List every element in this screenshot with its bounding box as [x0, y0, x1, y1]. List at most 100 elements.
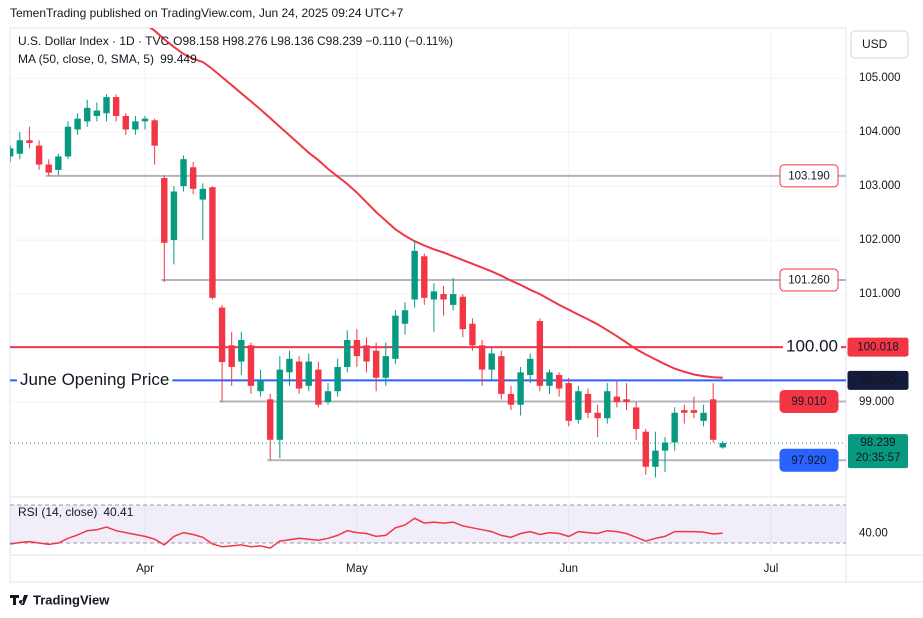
y-tick-label: 103.000: [859, 180, 901, 192]
candle-body: [469, 323, 476, 346]
candle-body: [103, 97, 110, 114]
x-tick-label: Jun: [559, 563, 578, 575]
candle-body: [64, 126, 72, 157]
candle-body: [536, 321, 544, 386]
candle-body: [546, 372, 553, 386]
rsi-tick-label: 40.00: [859, 528, 888, 540]
legend-text: O: [173, 34, 182, 48]
candle-body: [286, 358, 293, 373]
price-tag: [779, 448, 839, 472]
candle-body: [411, 250, 418, 300]
candle-body: [517, 372, 524, 405]
candle-body: [334, 366, 341, 392]
price-tag: [779, 268, 839, 292]
candle-body: [440, 294, 447, 300]
candle-body: [392, 315, 399, 359]
candle-body: [305, 361, 312, 386]
candle-body: [74, 118, 81, 130]
candle-body: [228, 345, 235, 367]
current-price-tag: [848, 434, 908, 469]
currency-button-box[interactable]: [850, 30, 909, 59]
candle-body: [661, 442, 669, 451]
candle-body: [55, 156, 62, 170]
candle-body: [344, 339, 351, 367]
y-tick-label: 101.000: [859, 288, 901, 300]
candle-body: [671, 412, 678, 443]
candle-body: [132, 121, 139, 130]
footer-logo: TradingView: [10, 592, 110, 607]
legend-text: 99.449: [160, 52, 197, 66]
candle-body: [276, 369, 284, 440]
price-tag-label: 101.260: [788, 275, 830, 287]
legend-text: RSI (14, close): [18, 505, 97, 519]
candle-body: [238, 339, 245, 362]
candle-body: [449, 294, 457, 305]
candle-body: [141, 118, 149, 122]
x-tick-label: Apr: [136, 563, 154, 575]
candle-body: [700, 412, 707, 421]
price-tag: [779, 389, 839, 413]
candle-body: [199, 188, 206, 200]
currency-button[interactable]: USD: [850, 30, 909, 59]
price-tag-label: 99.010: [791, 396, 826, 408]
candle-body: [161, 178, 168, 243]
candle-body: [151, 120, 158, 146]
publisher: TemenTrading published on TradingView.co…: [10, 6, 404, 20]
candle-body: [267, 399, 274, 440]
level-text: 100.00: [786, 337, 838, 356]
legend-text: MA (50, close, 0, SMA, 5): [18, 52, 154, 66]
legend-text: 98.158: [183, 34, 220, 48]
candle-body: [642, 431, 649, 467]
candle-body: [507, 393, 515, 405]
candle-body: [26, 140, 33, 143]
x-tick-label: May: [346, 563, 368, 575]
price-tag-label: 97.920: [791, 455, 826, 467]
candle-body: [632, 407, 640, 429]
level-text-bg: [17, 368, 173, 390]
price-tag-label: 99.400: [860, 375, 895, 387]
candle-body: [363, 345, 370, 362]
legend-text: H: [222, 34, 231, 48]
candle-body: [45, 164, 52, 173]
legend-text: 40.41: [103, 505, 133, 519]
candle-body: [84, 107, 91, 122]
candle-body: [170, 191, 178, 241]
candle-body: [180, 159, 187, 187]
rsi-band: [10, 504, 846, 544]
candle-body: [315, 369, 322, 405]
candle-body: [324, 391, 332, 403]
candle-body: [527, 358, 534, 376]
ma-line: [148, 28, 723, 379]
candle-body: [478, 345, 486, 370]
legend-text: C: [317, 34, 326, 48]
candle-body: [10, 148, 14, 157]
legend-text: L: [271, 34, 278, 48]
candle-body: [372, 350, 380, 378]
candle-body: [401, 310, 409, 324]
y-tick-label: 105.000: [859, 72, 901, 84]
candle-body: [218, 307, 226, 363]
candle-body: [719, 443, 727, 448]
candle-body: [421, 256, 428, 298]
legend-text: 98.276: [231, 34, 268, 48]
legend-text: 98.239: [326, 34, 363, 48]
current-price-label: 98.239: [860, 437, 895, 449]
candle-body: [295, 361, 303, 389]
candle-body: [594, 412, 601, 419]
y-tick-label: 102.000: [859, 234, 901, 246]
candle-body: [122, 115, 129, 130]
currency-button-label[interactable]: USD: [862, 37, 888, 51]
candle-body: [353, 339, 361, 357]
price-tag: [847, 370, 909, 390]
price-tag: [779, 164, 839, 188]
candle-body: [430, 291, 438, 300]
legend-text: 98.136: [277, 34, 314, 48]
candle-body: [498, 356, 505, 394]
candle-body: [709, 399, 717, 440]
candle-body: [257, 380, 264, 392]
candle-body: [565, 383, 572, 421]
candle-body: [604, 391, 611, 419]
candle-body: [623, 399, 630, 403]
candle-body: [681, 410, 688, 413]
